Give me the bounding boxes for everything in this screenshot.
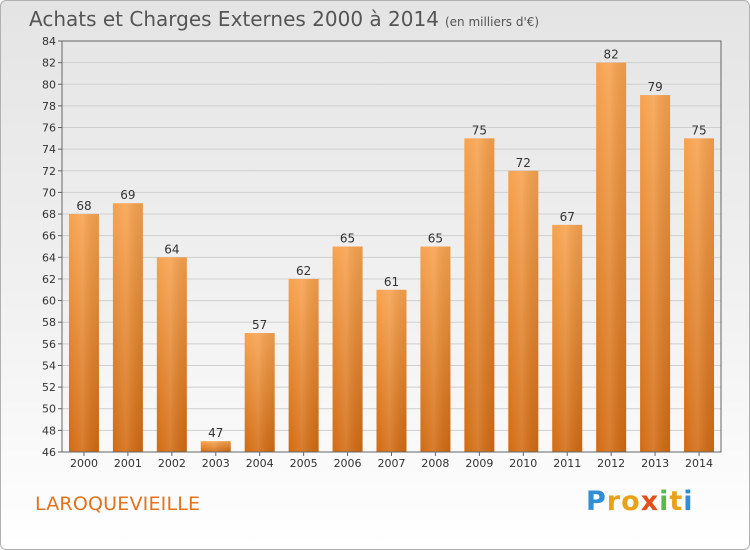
value-label-2006: 65 (340, 232, 355, 246)
proxiti-logo: Proxiti (586, 486, 694, 517)
value-label-2012: 82 (604, 48, 619, 62)
y-tick-label: 68 (42, 208, 56, 221)
logo-letter: o (621, 486, 641, 517)
x-tick-label-2011: 2011 (553, 457, 581, 470)
y-tick-label: 74 (42, 143, 56, 156)
y-tick-label: 82 (42, 57, 56, 70)
x-tick-label-2004: 2004 (246, 457, 274, 470)
bar-shine (156, 257, 187, 452)
bar-shine (508, 170, 539, 452)
y-tick-label: 70 (42, 186, 56, 199)
x-tick-label-2003: 2003 (202, 457, 230, 470)
y-tick-label: 64 (42, 251, 56, 264)
x-tick-label-2008: 2008 (421, 457, 449, 470)
bar-shine (376, 289, 407, 452)
logo-letter: i (683, 486, 694, 517)
y-tick-label: 72 (42, 165, 56, 178)
value-labels: 68 69 64 47 57 62 65 61 65 75 72 67 82 79 75 (76, 48, 706, 441)
logo-letter: x (640, 486, 660, 517)
bar-shine (552, 224, 583, 452)
x-tick-label-2006: 2006 (334, 457, 362, 470)
y-tick-label: 80 (42, 78, 56, 91)
x-tick-label-2001: 2001 (114, 457, 142, 470)
logo-letter: P (586, 486, 607, 517)
x-tick-label-2005: 2005 (290, 457, 318, 470)
value-label-2009: 75 (472, 123, 487, 137)
y-tick-label: 48 (42, 424, 56, 437)
y-tick-label: 46 (42, 446, 56, 459)
value-label-2000: 68 (76, 199, 91, 213)
x-tick-label-2007: 2007 (378, 457, 406, 470)
bar-shine (332, 246, 363, 452)
x-tick-label-2013: 2013 (641, 457, 669, 470)
chart-title: Achats et Charges Externes 2000 à 2014 (e… (29, 7, 539, 31)
y-tick-label: 78 (42, 100, 56, 113)
value-label-2001: 69 (120, 188, 135, 202)
x-tick-label-2010: 2010 (509, 457, 537, 470)
logo-letter: r (606, 486, 622, 517)
logo-letter: t (669, 486, 684, 517)
bar-shine (200, 441, 231, 452)
town-name: LAROQUEVIEILLE (35, 493, 201, 515)
bar-shine (596, 62, 627, 452)
bar-shine (112, 203, 143, 452)
y-tick-label: 62 (42, 273, 56, 286)
x-tick-label-2000: 2000 (70, 457, 98, 470)
bar-shine (244, 333, 275, 452)
value-label-2002: 64 (164, 242, 179, 256)
plot-area (61, 40, 722, 453)
bar-shine (288, 278, 319, 452)
x-tick-label-2012: 2012 (597, 457, 625, 470)
x-axis-ticks: 2000 2001 2002 2003 2004 2005 2006 2007 2008 2009… (70, 452, 713, 470)
value-label-2011: 67 (560, 210, 575, 224)
value-label-2003: 47 (208, 426, 223, 440)
y-tick-label: 84 (42, 35, 56, 48)
x-tick-label-2009: 2009 (465, 457, 493, 470)
value-label-2010: 72 (516, 156, 531, 170)
y-tick-label: 58 (42, 316, 56, 329)
bar-shine (640, 95, 671, 452)
value-label-2014: 75 (691, 123, 706, 137)
chart-subtitle: (en milliers d'€) (444, 15, 540, 29)
bars-group (68, 62, 715, 452)
value-label-2004: 57 (252, 318, 267, 332)
y-tick-label: 56 (42, 338, 56, 351)
y-tick-label: 54 (42, 359, 56, 372)
y-tick-label: 60 (42, 295, 56, 308)
y-axis-ticks: 46 48 50 52 54 56 58 60 62 64 66 68 70 72 74 76 78 80 82 84 (42, 35, 62, 459)
logo-letter: i (659, 486, 670, 517)
bar-shine (420, 246, 451, 452)
bar-shine (684, 138, 715, 452)
x-tick-label-2002: 2002 (158, 457, 186, 470)
x-tick-label-2014: 2014 (685, 457, 713, 470)
bar-shine (68, 214, 99, 452)
y-tick-label: 50 (42, 403, 56, 416)
y-tick-label: 52 (42, 381, 56, 394)
value-label-2007: 61 (384, 275, 399, 289)
value-label-2013: 79 (647, 80, 662, 94)
y-tick-label: 76 (42, 122, 56, 135)
y-tick-label: 66 (42, 230, 56, 243)
value-label-2005: 62 (296, 264, 311, 278)
value-label-2008: 65 (428, 232, 443, 246)
bar-shine (464, 138, 495, 452)
chart-title-text: Achats et Charges Externes 2000 à 2014 (29, 7, 439, 31)
